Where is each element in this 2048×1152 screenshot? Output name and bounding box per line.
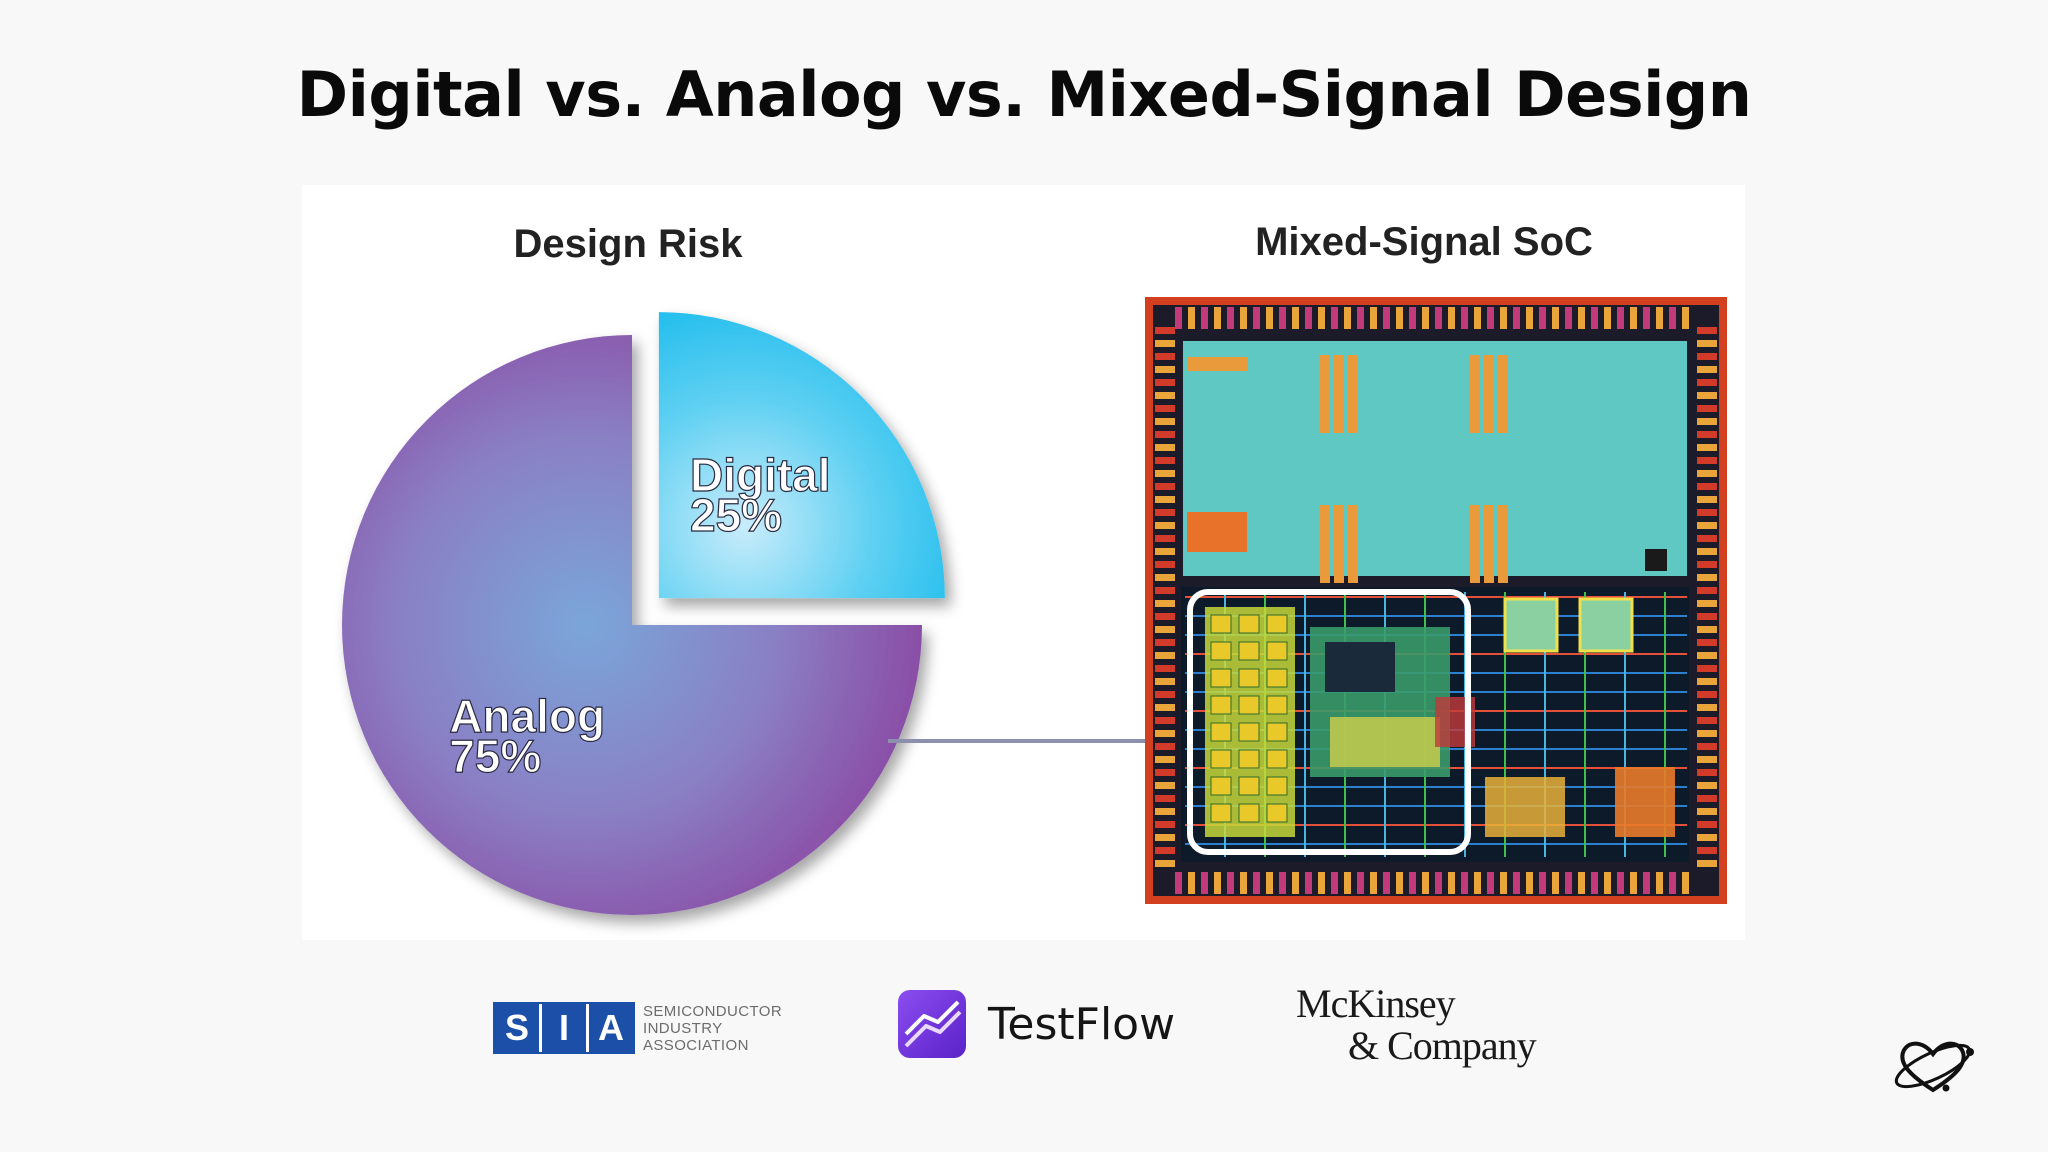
- figure-panel: Design Risk Digital 25% Analog 75% Mixed-Si…: [302, 185, 1745, 940]
- pie-value-digital: 25%: [690, 489, 782, 541]
- sia-line-2: INDUSTRY: [643, 1019, 723, 1037]
- sia-line-3: ASSOCIATION: [643, 1036, 749, 1054]
- sia-letter-a: A: [598, 1007, 624, 1048]
- mckinsey-line-2: & Company: [1348, 1023, 1537, 1068]
- pie-slice-analog: [342, 335, 922, 915]
- pie-value-analog: 75%: [449, 730, 541, 782]
- sia-line-1: SEMICONDUCTOR: [643, 1002, 783, 1020]
- chip-layout-image: [1145, 297, 1727, 904]
- pie-label-analog: Analog: [449, 690, 605, 742]
- soc-title: Mixed-Signal SoC: [1255, 220, 1593, 264]
- atom-heart-icon: [1894, 1041, 1974, 1093]
- chip-digital-core: [1183, 341, 1687, 576]
- testflow-logo: TestFlow: [898, 990, 1175, 1058]
- chip-pad-ring: [1145, 297, 1727, 904]
- pie-label-digital: Digital: [690, 449, 831, 501]
- page-title: Digital vs. Analog vs. Mixed-Signal Desi…: [296, 58, 1752, 131]
- sia-logo: S I A SEMICONDUCTOR INDUSTRY ASSOCIATION: [493, 1002, 783, 1054]
- pie-slice-digital: [658, 312, 945, 599]
- sia-letter-i: I: [542, 1004, 589, 1052]
- chip-highlight-box: [1187, 589, 1471, 855]
- chart-title: Design Risk: [514, 222, 744, 266]
- testflow-logo-icon: [898, 990, 966, 1058]
- mckinsey-line-1: McKinsey: [1296, 981, 1456, 1026]
- sia-letter-s: S: [495, 1004, 542, 1052]
- testflow-name: TestFlow: [988, 998, 1176, 1050]
- mckinsey-logo: McKinsey & Company: [1296, 981, 1537, 1068]
